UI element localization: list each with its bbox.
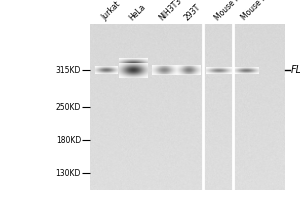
Text: 130KD: 130KD bbox=[56, 169, 81, 178]
Text: Mouse liver: Mouse liver bbox=[213, 0, 250, 22]
Text: 250KD: 250KD bbox=[56, 102, 81, 112]
Text: NIH3T3: NIH3T3 bbox=[157, 0, 183, 22]
Text: 293T: 293T bbox=[183, 2, 202, 22]
Text: Jurkat: Jurkat bbox=[100, 0, 122, 22]
Text: FLNA: FLNA bbox=[291, 65, 300, 75]
Text: Mouse lung: Mouse lung bbox=[240, 0, 277, 22]
Text: 180KD: 180KD bbox=[56, 136, 81, 145]
Text: HeLa: HeLa bbox=[127, 2, 147, 22]
Text: 315KD: 315KD bbox=[56, 66, 81, 75]
